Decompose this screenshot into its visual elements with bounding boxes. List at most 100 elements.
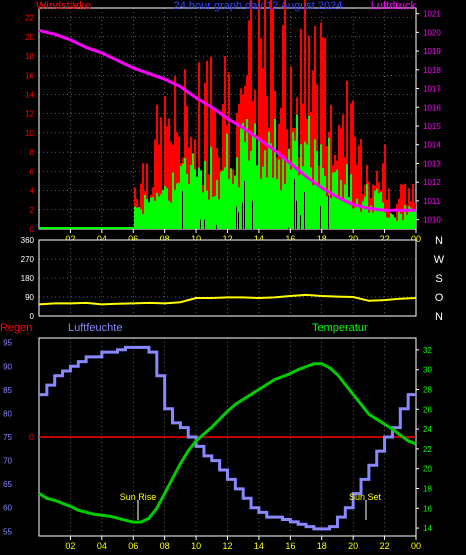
wind-gust-bar [384,144,386,229]
wind-min-bar [244,181,245,229]
wind-gust-bar [214,107,216,229]
wind-avg-bar [322,167,324,229]
wind-avg-bar [402,219,404,229]
wind-avg-bar [208,199,210,229]
x-tick-label: 18 [317,541,327,551]
wind-avg-bar [284,183,286,229]
wind-min-bar [320,206,321,229]
wind-avg-bar [262,166,264,229]
wind-tick-label: 4 [30,187,35,196]
temperature-tick-label: 20 [423,465,432,474]
wind-tick-label: 10 [25,129,34,138]
wind-avg-bar [312,185,314,229]
wind-gust-bar [184,69,186,229]
wind-avg-bar [368,212,370,229]
wind-avg-bar [300,144,302,229]
wind-avg-bar [400,213,402,229]
direction-tick-label: 90 [25,293,34,302]
humidity-tick-label: 75 [3,433,12,442]
wind-gust-bar [272,7,274,230]
rain-label: Regen [0,322,32,334]
wind-gust-bar [386,199,388,229]
wind-avg-bar [200,170,202,229]
x-tick-label: 08 [160,541,170,551]
direction-axis: 0 90 180 270 360 [21,236,35,321]
humidity-tick-label: 70 [3,457,12,466]
wind-gust-bar [176,132,178,229]
temperature-tick-label: 30 [423,366,432,375]
wind-avg-bar [142,213,144,229]
humidity-tick-label: 55 [3,527,12,536]
wind-gust-bar [282,25,284,229]
wind-avg-bar [194,169,196,229]
temperature-tick-label: 16 [423,504,432,513]
x-tick-label: 02 [65,541,75,551]
wind-avg-bar [224,167,226,229]
pressure-tick-label: 1013 [423,159,441,168]
wind-avg-bar [382,202,384,229]
wind-avg-bar [264,150,266,229]
pressure-line [38,29,416,212]
pressure-tick-label: 1021 [423,10,441,19]
wind-gust-bar [312,70,314,229]
wind-gust-bar [206,60,208,229]
wind-avg-bar [236,157,238,229]
wind-gust-bar [218,157,220,229]
wind-tick-label: 16 [25,71,34,80]
wind-avg-bar [386,217,388,229]
wind-avg-bar [150,197,152,229]
wind-gust-bar [352,100,354,229]
wind-avg-bar [394,217,396,229]
wind-avg-bar [260,178,262,229]
wind-avg-bar [238,187,240,229]
wind-avg-bar [370,205,372,229]
wind-avg-bar [404,205,406,229]
wind-avg-bar [220,171,222,229]
humidity-tick-label: 60 [3,504,12,513]
temperature-tick-label: 28 [423,385,432,394]
humidity-line [39,345,416,531]
compass-w-label: W [434,254,445,266]
wind-avg-bar [146,199,148,229]
humidity-tick-label: 65 [3,480,12,489]
wind-avg-bar [298,175,300,229]
temperature-tick-label: 26 [423,405,432,414]
wind-gust-bar [154,139,156,229]
wind-avg-bar [190,164,192,229]
pressure-tick-label: 1015 [423,122,441,131]
x-tick-label: 08 [160,234,170,244]
wind-avg-bar [360,211,362,229]
temperature-tick-label: 18 [423,484,432,493]
wind-avg-bar [316,151,318,229]
wind-gust-bar [222,104,224,229]
compass-n-label: N [435,235,443,247]
wind-direction-line [38,293,417,306]
x-tick-label: 04 [97,541,107,551]
wind-gust-bar [290,66,292,230]
wind-avg-bar [268,131,270,229]
wind-avg-bar [372,212,374,229]
wind-avg-bar [406,214,408,229]
wind-avg-bar [350,174,352,229]
wind-avg-bar [332,172,334,229]
wind-gust-bar [174,76,176,229]
direction-tick-label: 180 [21,274,35,283]
wind-gust-bar [210,56,212,230]
humidity-tick-label: 80 [3,409,12,418]
temperature-label: Temperatur [312,322,368,334]
wind-avg-bar [172,172,174,229]
x-tick-label: 12 [222,234,232,244]
wind-gust-bar [140,183,142,229]
x-tick-label: 12 [222,541,232,551]
wind-min-bar [294,178,295,229]
wind-avg-bar [134,206,136,229]
wind-avg-bar [218,199,220,229]
wind-min-bar [236,206,237,229]
wind-avg-bar [202,192,204,229]
wind-avg-bar [174,189,176,229]
direction-tick-label: 360 [21,236,35,245]
wind-gust-bar [166,126,168,229]
